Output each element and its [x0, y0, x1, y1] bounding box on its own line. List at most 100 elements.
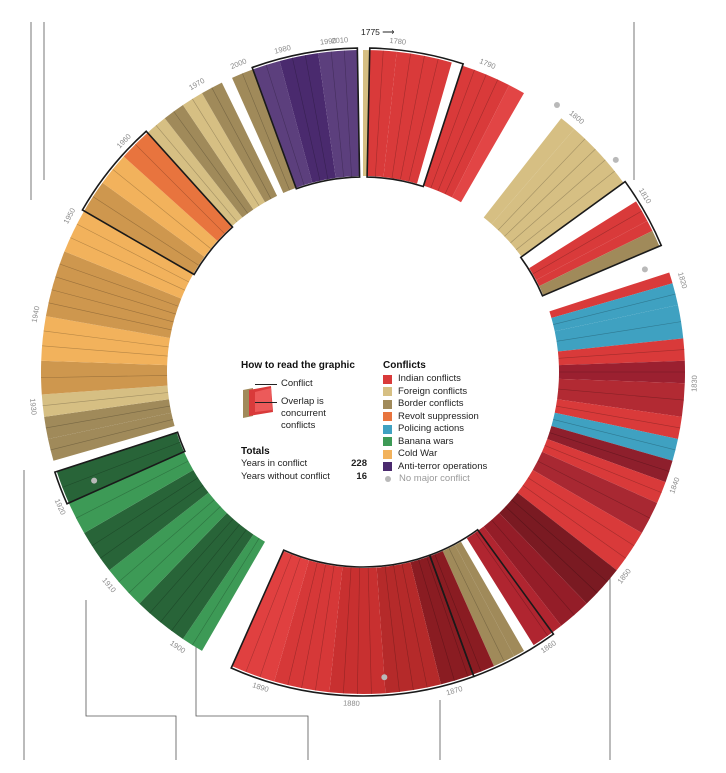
decade-label: 1870 — [445, 684, 464, 697]
legend-item-no-conflict: No major conflict — [383, 473, 523, 485]
legend-label: No major conflict — [399, 473, 470, 484]
legend-label: Banana wars — [398, 435, 454, 447]
overlap-stripe — [537, 460, 651, 519]
totals-title: Totals — [241, 446, 270, 457]
totals-without-conflict-value: 16 — [356, 471, 367, 482]
no-conflict-dot — [641, 266, 648, 273]
overlap-stripe — [549, 432, 670, 472]
overlap-stripe — [242, 73, 290, 191]
legend-swatch — [383, 462, 392, 471]
overlap-stripe — [304, 55, 329, 180]
overlap-stripe — [532, 210, 643, 275]
overlap-stripe — [544, 445, 662, 493]
conflict-sector — [56, 432, 184, 503]
overlap-stripe — [558, 349, 685, 359]
legend-item: Anti-terror operations — [383, 461, 523, 473]
decade-label: 1930 — [28, 398, 39, 416]
legend-swatch — [383, 449, 392, 459]
decade-outline — [519, 180, 663, 297]
conflict-sector — [483, 512, 587, 626]
totals-without-conflict-label: Years without conflict — [241, 471, 330, 482]
overlap-stripe — [51, 289, 174, 323]
conflict-sector — [529, 201, 648, 280]
overlap-stripe — [504, 148, 596, 237]
overlap-stripe — [43, 330, 169, 348]
decade-label: 1800 — [567, 108, 586, 126]
conflict-sector — [252, 60, 313, 188]
overlap-stripe — [375, 50, 384, 177]
legend-item: Foreign conflicts — [383, 386, 523, 398]
overlap-stripe — [555, 405, 681, 429]
conflict-sector — [547, 426, 673, 483]
overlap-stripe — [70, 237, 186, 291]
overlap-stripe — [42, 392, 169, 406]
overlap-stripe — [444, 79, 499, 195]
conflict-sector — [363, 50, 370, 177]
overlap-stripe — [527, 477, 635, 547]
leader-line — [85, 600, 177, 760]
decade-label: 1890 — [251, 680, 270, 694]
overlap-stripe — [357, 567, 360, 694]
legend-item: Cold War — [383, 448, 523, 460]
conflict-sector — [532, 451, 658, 533]
howto-overlap-label: Overlap is concurrent conflicts — [281, 396, 326, 431]
legend-swatch — [383, 374, 392, 384]
overlap-stripe — [401, 564, 428, 688]
overlap-stripe — [434, 554, 482, 672]
overlap-stripe — [50, 419, 173, 451]
legend-item: Revolt suppression — [383, 411, 523, 423]
conflict-sector — [329, 566, 386, 694]
decade-outline — [230, 549, 475, 697]
overlap-stripe — [265, 64, 305, 186]
overlap-stripe — [171, 529, 247, 632]
overlap-stripe — [391, 53, 411, 179]
no-conflict-dot — [612, 156, 619, 163]
conflict-sector — [367, 50, 397, 178]
overlap-stripe — [408, 58, 439, 182]
overlap-stripe — [553, 293, 676, 325]
conflict-sector — [483, 118, 575, 225]
conflict-sector — [517, 470, 642, 571]
overlap-stripe — [343, 567, 352, 694]
decade-label: 1980 — [273, 43, 291, 56]
conflict-sector — [318, 50, 360, 178]
overlap-stripe — [160, 524, 240, 623]
no-conflict-dot — [553, 102, 560, 109]
decade-label: 1940 — [30, 305, 42, 323]
overlap-stripe — [315, 565, 335, 691]
overlap-stripe — [343, 50, 352, 177]
conflict-sector — [84, 470, 209, 571]
overlap-stripe — [287, 562, 318, 686]
overlap-stripe — [430, 69, 475, 189]
overlap-stripe — [511, 499, 608, 583]
overlap-stripe — [62, 441, 181, 488]
conflict-sector — [279, 53, 336, 183]
legend-item: Border conflicts — [383, 398, 523, 410]
conflict-sector — [41, 360, 168, 395]
legend-label: Anti-terror operations — [398, 460, 488, 472]
conflict-sector — [164, 105, 254, 218]
conflict-sector — [554, 305, 684, 352]
overlap-stripe — [92, 196, 199, 266]
overlap-stripe — [91, 477, 199, 547]
overlap-stripe — [135, 144, 225, 234]
conflict-sector — [442, 545, 515, 667]
decade-label: 1790 — [478, 56, 497, 71]
overlap-stripe — [437, 74, 487, 192]
decade-outline — [53, 431, 186, 505]
decade-label: 1900 — [168, 638, 187, 655]
legend-title: Conflicts — [383, 360, 426, 371]
legend-swatch — [383, 437, 392, 446]
conflict-sector — [536, 220, 653, 287]
no-conflict-dot-icon — [385, 476, 391, 482]
conflict-sector — [232, 69, 296, 193]
decade-outline — [81, 130, 234, 276]
overlap-stripe — [100, 485, 204, 559]
overlap-stripe — [400, 55, 425, 180]
legend-swatch — [383, 399, 392, 409]
overlap-stripe — [75, 460, 189, 519]
decade-label: 1780 — [389, 36, 407, 47]
conflict-sector — [557, 338, 685, 366]
conflict-sector — [557, 378, 685, 417]
